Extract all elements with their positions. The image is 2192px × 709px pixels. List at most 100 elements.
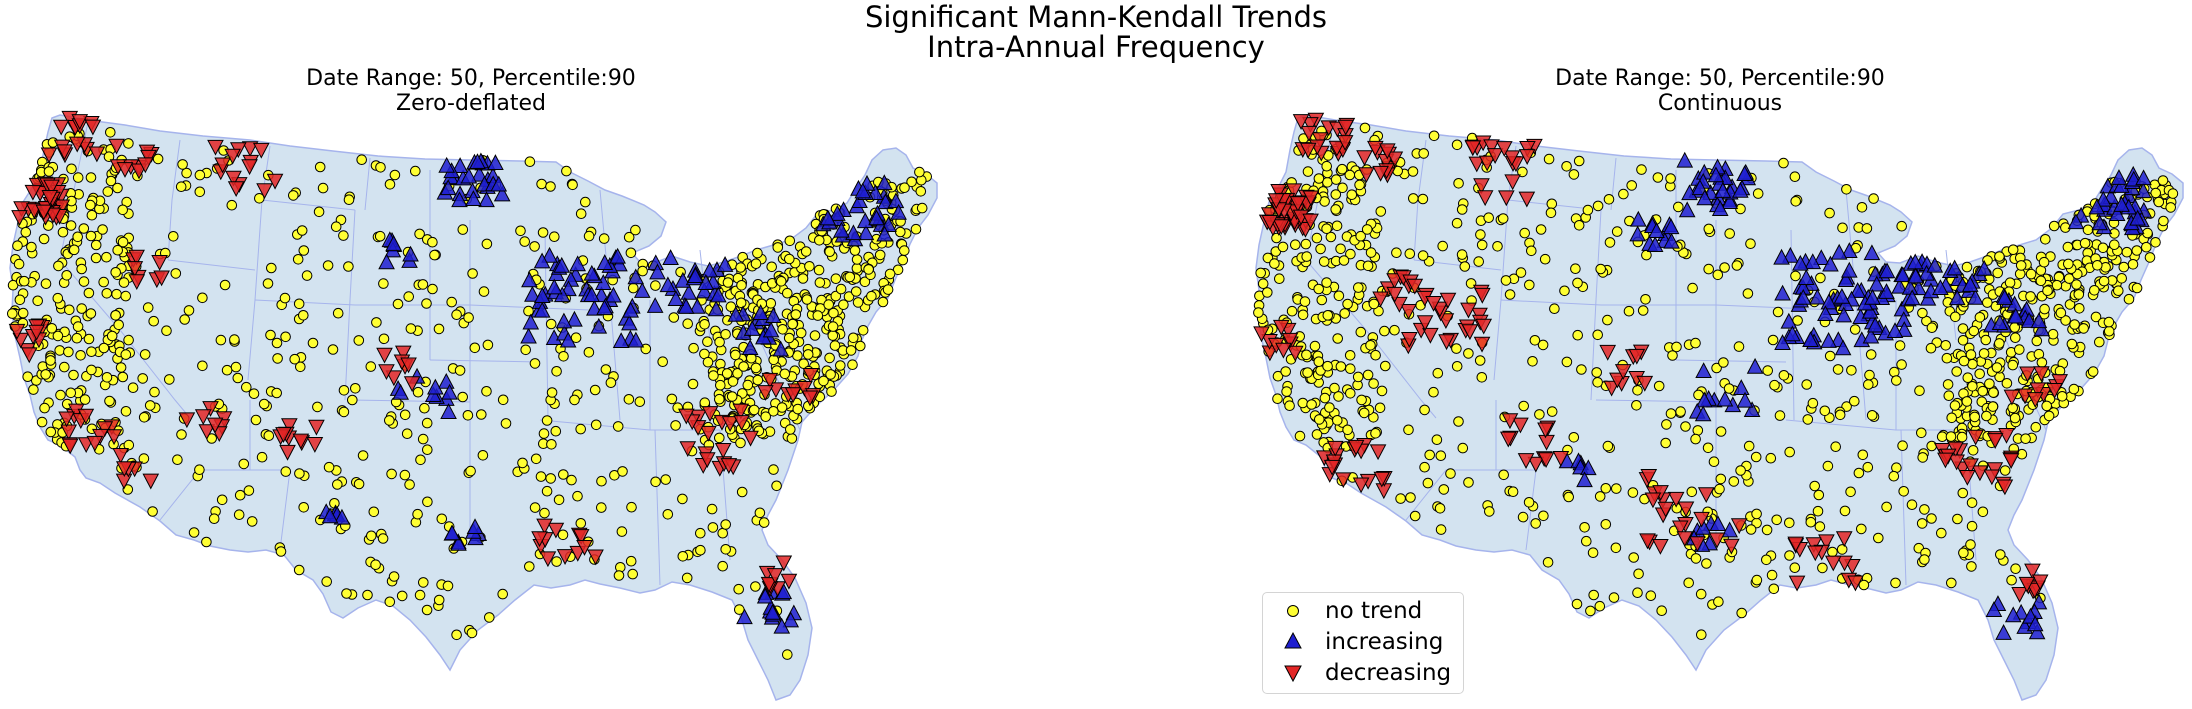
- station-no-trend: [2082, 224, 2094, 236]
- station-no-trend: [736, 280, 747, 291]
- station-no-trend: [814, 235, 825, 246]
- station-decreasing: [385, 370, 403, 387]
- station-no-trend: [201, 536, 212, 548]
- station-no-trend: [1735, 465, 1746, 476]
- station-increasing: [1691, 179, 1709, 196]
- station-no-trend: [2094, 336, 2105, 348]
- station-no-trend: [68, 244, 80, 256]
- station-increasing: [875, 174, 893, 191]
- station-increasing: [1716, 390, 1734, 407]
- station-no-trend: [1665, 173, 1676, 184]
- station-no-trend: [1637, 305, 1649, 316]
- station-increasing: [1830, 243, 1848, 260]
- station-no-trend: [726, 391, 738, 402]
- station-decreasing: [71, 114, 89, 130]
- station-increasing: [1629, 210, 1647, 227]
- station-decreasing: [1501, 413, 1519, 430]
- station-no-trend: [813, 264, 825, 276]
- station-no-trend: [368, 506, 380, 518]
- station-increasing: [1792, 254, 1809, 271]
- station-decreasing: [531, 531, 548, 548]
- station-no-trend: [221, 364, 233, 376]
- station-no-trend: [338, 385, 350, 396]
- station-no-trend: [1772, 306, 1784, 318]
- station-no-trend: [271, 337, 283, 349]
- station-no-trend: [682, 318, 694, 330]
- station-no-trend: [263, 430, 275, 442]
- station-no-trend: [421, 417, 433, 429]
- station-no-trend: [1718, 357, 1729, 368]
- station-no-trend: [415, 454, 426, 466]
- station-no-trend: [197, 360, 208, 372]
- station-increasing: [1835, 306, 1853, 323]
- station-no-trend: [1987, 401, 1999, 412]
- station-no-trend: [1958, 355, 1970, 367]
- station-no-trend: [1957, 487, 1969, 499]
- station-no-trend: [1992, 267, 2004, 279]
- station-no-trend: [1977, 385, 1989, 397]
- station-no-trend: [1418, 148, 1429, 159]
- station-no-trend: [463, 312, 474, 323]
- station-no-trend: [1592, 377, 1603, 388]
- station-no-trend: [78, 276, 90, 287]
- station-no-trend: [26, 241, 37, 253]
- station-no-trend: [1690, 433, 1701, 445]
- station-no-trend: [1965, 349, 1977, 360]
- station-no-trend: [828, 307, 839, 319]
- station-no-trend: [1537, 339, 1549, 351]
- station-no-trend: [520, 344, 532, 356]
- station-no-trend: [1980, 334, 1992, 346]
- station-no-trend: [1573, 220, 1585, 231]
- state-border: [167, 139, 181, 261]
- station-increasing: [1868, 275, 1886, 292]
- station-no-trend: [388, 571, 400, 582]
- station-increasing: [1663, 232, 1680, 249]
- station-no-trend: [897, 254, 909, 266]
- station-no-trend: [1329, 382, 1340, 394]
- station-no-trend: [708, 370, 719, 381]
- station-decreasing: [679, 441, 697, 458]
- station-no-trend: [1573, 155, 1585, 167]
- station-no-trend: [1849, 395, 1860, 407]
- station-no-trend: [727, 376, 739, 387]
- station-increasing: [612, 332, 630, 349]
- station-no-trend: [2071, 279, 2082, 290]
- panel-title-left-line2: Zero-deflated: [396, 91, 546, 116]
- station-no-trend: [1346, 189, 1358, 200]
- station-increasing: [1711, 200, 1729, 216]
- station-decreasing: [60, 424, 78, 441]
- station-decreasing: [1337, 119, 1355, 136]
- station-no-trend: [771, 480, 782, 492]
- station-no-trend: [536, 178, 547, 190]
- station-increasing: [611, 255, 628, 272]
- station-increasing: [1743, 401, 1761, 418]
- station-no-trend: [1333, 391, 1344, 402]
- station-increasing: [829, 205, 846, 221]
- station-no-trend: [1898, 486, 1910, 497]
- station-decreasing: [214, 157, 231, 174]
- station-decreasing: [1788, 575, 1806, 592]
- station-no-trend: [2116, 273, 2128, 284]
- station-increasing: [2067, 213, 2085, 230]
- station-no-trend: [2118, 261, 2130, 273]
- station-no-trend: [2063, 258, 2074, 270]
- station-no-trend: [120, 406, 132, 417]
- station-no-trend: [427, 283, 438, 295]
- station-no-trend: [1640, 294, 1651, 305]
- station-increasing: [1732, 379, 1750, 395]
- station-no-trend: [1708, 456, 1720, 468]
- station-increasing: [440, 403, 457, 419]
- station-increasing: [1780, 312, 1798, 329]
- station-no-trend: [90, 239, 102, 251]
- station-decreasing: [11, 210, 28, 226]
- station-no-trend: [1338, 255, 1350, 266]
- station-decreasing: [1818, 534, 1835, 551]
- station-no-trend: [457, 224, 469, 235]
- station-no-trend: [1958, 547, 1969, 559]
- station-no-trend: [1695, 588, 1707, 600]
- station-no-trend: [1856, 202, 1868, 213]
- station-no-trend: [1374, 402, 1386, 414]
- station-no-trend: [1914, 385, 1925, 397]
- station-no-trend: [1361, 224, 1373, 235]
